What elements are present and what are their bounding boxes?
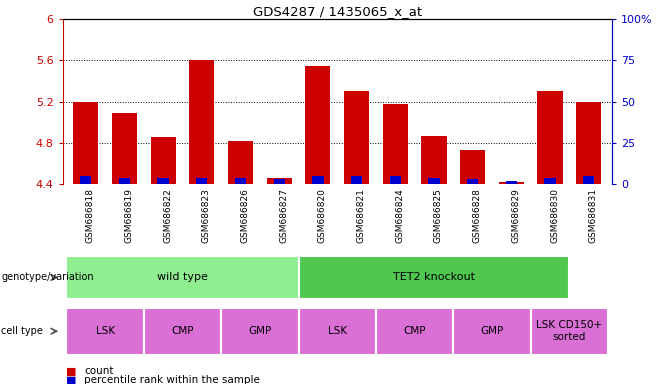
Bar: [506, 181, 517, 184]
Text: percentile rank within the sample: percentile rank within the sample: [84, 375, 260, 384]
Text: wild type: wild type: [157, 272, 208, 283]
Text: LSK: LSK: [328, 326, 347, 336]
Text: CMP: CMP: [171, 326, 193, 336]
Bar: [376, 308, 453, 354]
Bar: [467, 179, 478, 184]
Text: GSM686824: GSM686824: [395, 188, 404, 243]
Text: cell type: cell type: [1, 326, 43, 336]
Bar: [143, 308, 221, 354]
Bar: [460, 150, 485, 184]
Bar: [312, 176, 324, 184]
Text: GSM686818: GSM686818: [86, 188, 95, 243]
Text: GSM686822: GSM686822: [163, 188, 172, 243]
Bar: [428, 178, 440, 184]
Bar: [221, 308, 299, 354]
Bar: [266, 178, 291, 184]
Bar: [299, 308, 376, 354]
Text: ■: ■: [66, 375, 76, 384]
Text: ■: ■: [66, 366, 76, 376]
Text: count: count: [84, 366, 114, 376]
Text: GSM686825: GSM686825: [434, 188, 443, 243]
Bar: [274, 179, 285, 184]
Text: GSM686828: GSM686828: [472, 188, 482, 243]
Bar: [538, 91, 563, 184]
Bar: [66, 308, 143, 354]
Bar: [544, 178, 556, 184]
Bar: [383, 104, 408, 184]
Bar: [228, 141, 253, 184]
Bar: [583, 176, 594, 184]
Bar: [190, 61, 215, 184]
Text: genotype/variation: genotype/variation: [1, 272, 94, 283]
Text: CMP: CMP: [403, 326, 426, 336]
Bar: [196, 178, 207, 184]
Text: GSM686823: GSM686823: [202, 188, 211, 243]
Text: GSM686821: GSM686821: [357, 188, 366, 243]
Text: GSM686829: GSM686829: [511, 188, 520, 243]
Bar: [80, 176, 91, 184]
Bar: [118, 178, 130, 184]
Text: GSM686820: GSM686820: [318, 188, 327, 243]
Text: GMP: GMP: [248, 326, 272, 336]
Bar: [390, 176, 401, 184]
Text: GSM686819: GSM686819: [124, 188, 134, 243]
Bar: [453, 308, 531, 354]
Text: LSK: LSK: [95, 326, 114, 336]
Bar: [421, 136, 447, 184]
Bar: [351, 176, 363, 184]
Text: GSM686827: GSM686827: [279, 188, 288, 243]
Bar: [151, 137, 176, 184]
Text: GSM686831: GSM686831: [589, 188, 597, 243]
Bar: [531, 308, 608, 354]
Text: GSM686826: GSM686826: [240, 188, 249, 243]
Text: GSM686830: GSM686830: [550, 188, 559, 243]
Bar: [73, 102, 98, 184]
Bar: [576, 102, 601, 184]
Text: TET2 knockout: TET2 knockout: [393, 272, 475, 283]
Bar: [235, 178, 246, 184]
Bar: [66, 256, 299, 299]
Bar: [157, 178, 168, 184]
Title: GDS4287 / 1435065_x_at: GDS4287 / 1435065_x_at: [253, 5, 422, 18]
Bar: [299, 256, 569, 299]
Bar: [112, 113, 137, 184]
Text: GMP: GMP: [480, 326, 503, 336]
Bar: [305, 66, 330, 184]
Text: LSK CD150+
sorted: LSK CD150+ sorted: [536, 320, 603, 342]
Bar: [499, 182, 524, 184]
Bar: [344, 91, 369, 184]
